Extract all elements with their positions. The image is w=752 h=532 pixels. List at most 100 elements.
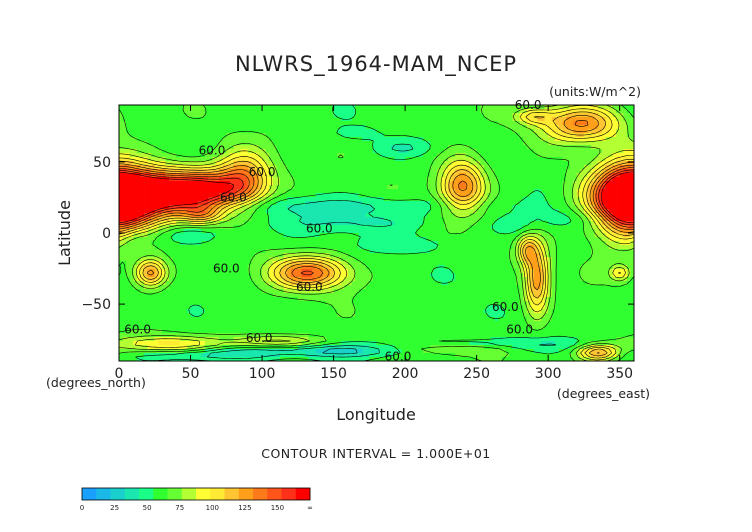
field-cell [276, 133, 281, 138]
field-cell [508, 121, 513, 126]
field-cell [147, 109, 152, 114]
field-cell [219, 105, 224, 110]
field-cell [523, 169, 528, 174]
field-cell [119, 165, 123, 170]
field-cell [276, 141, 281, 146]
field-cell [244, 161, 249, 166]
field-cell [147, 221, 152, 226]
field-cell [312, 137, 317, 142]
field-cell [301, 229, 306, 234]
field-cell [119, 241, 123, 246]
field-cell [136, 189, 141, 194]
field-cell [523, 201, 528, 206]
field-cell [179, 237, 184, 242]
field-cell [465, 149, 470, 154]
field-cell [308, 177, 313, 182]
field-cell [347, 165, 352, 170]
field-cell [219, 169, 224, 174]
field-cell [294, 209, 299, 214]
field-cell [301, 133, 306, 138]
field-cell [161, 205, 166, 210]
field-cell [405, 105, 410, 110]
field-cell [498, 225, 503, 230]
field-cell [283, 217, 288, 222]
field-cell [526, 189, 531, 194]
field-cell [208, 141, 213, 146]
field-cell [315, 205, 320, 210]
field-cell [587, 153, 592, 158]
field-cell [419, 157, 424, 162]
field-cell [197, 145, 202, 150]
field-cell [215, 149, 220, 154]
field-cell [408, 197, 413, 202]
field-cell [197, 137, 202, 142]
field-cell [186, 157, 191, 162]
field-cell [533, 189, 538, 194]
field-cell [580, 229, 585, 234]
field-cell [233, 137, 238, 142]
field-cell [222, 205, 227, 210]
field-cell [186, 169, 191, 174]
field-cell [283, 233, 288, 238]
field-cell [573, 149, 578, 154]
field-cell [269, 241, 274, 246]
field-cell [473, 169, 477, 174]
field-cell [172, 149, 177, 154]
field-cell [355, 217, 359, 222]
field-cell [490, 177, 495, 182]
field-cell [158, 141, 163, 146]
field-cell [172, 209, 177, 214]
field-cell [347, 233, 352, 238]
field-cell [154, 205, 159, 210]
field-cell [204, 225, 209, 230]
field-cell [498, 161, 503, 166]
field-cell [326, 117, 331, 122]
field-cell [179, 153, 184, 158]
field-cell [290, 173, 295, 178]
field-cell [272, 237, 277, 242]
field-cell [304, 181, 309, 186]
field-cell [119, 133, 123, 138]
field-cell [315, 133, 320, 138]
field-cell [483, 185, 488, 190]
field-cell [294, 113, 299, 118]
field-cell [401, 209, 406, 214]
field-cell [487, 169, 492, 174]
field-cell [433, 237, 438, 242]
field-cell [190, 129, 195, 134]
field-cell [541, 121, 545, 126]
field-cell [465, 153, 470, 158]
field-cell [183, 165, 188, 170]
field-cell [222, 109, 227, 114]
field-cell [458, 185, 463, 190]
field-cell [233, 149, 238, 154]
field-cell [558, 129, 563, 134]
field-cell [251, 153, 256, 158]
field-cell [183, 149, 188, 154]
field-cell [623, 129, 628, 134]
field-cell [269, 237, 274, 242]
field-cell [365, 209, 370, 214]
field-cell [490, 109, 495, 114]
field-cell [169, 197, 173, 202]
field-cell [247, 197, 252, 202]
field-cell [304, 241, 309, 246]
field-cell [419, 241, 424, 246]
field-cell [612, 213, 617, 218]
field-cell [473, 125, 477, 130]
field-cell [412, 173, 417, 178]
field-cell [451, 145, 456, 150]
field-cell [337, 225, 342, 230]
field-cell [437, 205, 442, 210]
field-cell [405, 133, 410, 138]
field-cell [287, 141, 292, 146]
field-cell [272, 193, 277, 198]
field-cell [161, 157, 166, 162]
field-cell [440, 125, 445, 130]
field-cell [619, 213, 624, 218]
field-cell [233, 209, 238, 214]
field-cell [533, 221, 538, 226]
field-cell [151, 237, 156, 242]
field-cell [315, 153, 320, 158]
field-cell [451, 213, 456, 218]
